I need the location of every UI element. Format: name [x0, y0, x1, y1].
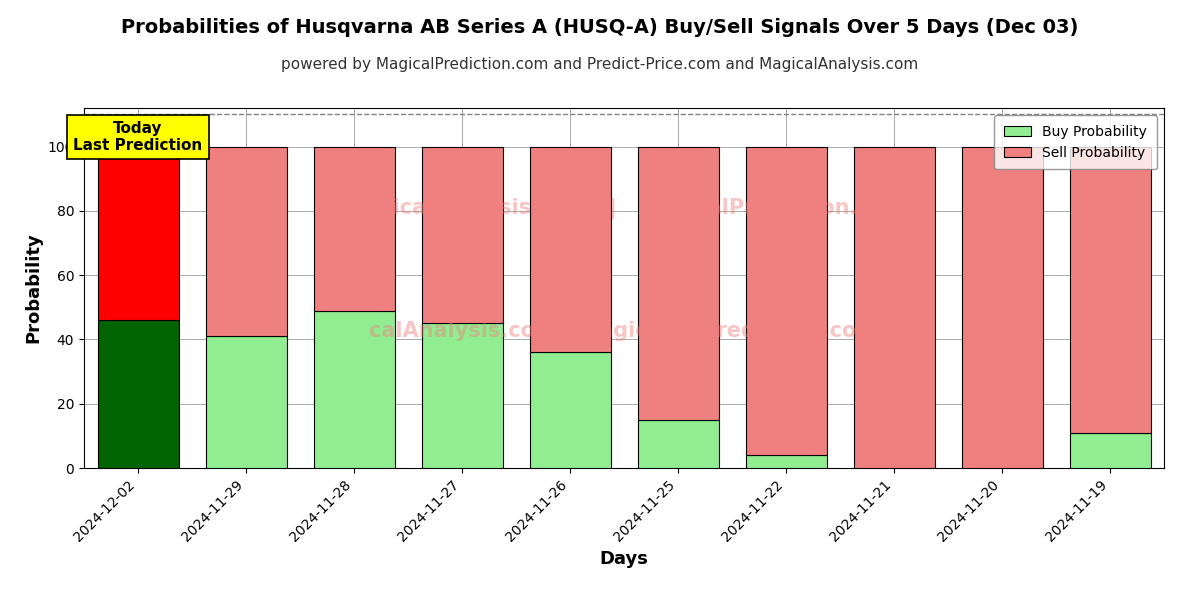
Bar	[529, 146, 611, 352]
Bar	[205, 336, 287, 468]
Y-axis label: Probability: Probability	[24, 233, 42, 343]
Bar	[97, 320, 179, 468]
X-axis label: Days: Days	[600, 550, 648, 568]
Bar	[421, 323, 503, 468]
Bar	[1069, 433, 1151, 468]
Bar	[1069, 146, 1151, 433]
Bar	[421, 146, 503, 323]
Text: Today
Last Prediction: Today Last Prediction	[73, 121, 203, 153]
Bar	[745, 455, 827, 468]
Legend: Buy Probability, Sell Probability: Buy Probability, Sell Probability	[994, 115, 1157, 169]
Text: powered by MagicalPrediction.com and Predict-Price.com and MagicalAnalysis.com: powered by MagicalPrediction.com and Pre…	[281, 57, 919, 72]
Bar	[97, 146, 179, 320]
Text: MagicalAnalysis.com   |   MagicalPrediction.com: MagicalAnalysis.com | MagicalPrediction.…	[342, 198, 906, 220]
Bar	[853, 146, 935, 468]
Text: Probabilities of Husqvarna AB Series A (HUSQ-A) Buy/Sell Signals Over 5 Days (De: Probabilities of Husqvarna AB Series A (…	[121, 18, 1079, 37]
Bar	[961, 146, 1043, 468]
Bar	[205, 146, 287, 336]
Bar	[637, 420, 719, 468]
Bar	[637, 146, 719, 420]
Bar	[529, 352, 611, 468]
Bar	[745, 146, 827, 455]
Bar	[313, 146, 395, 311]
Bar	[313, 311, 395, 468]
Text: calAnalysis.com   Magion   nPrediction.com: calAnalysis.com Magion nPrediction.com	[370, 321, 878, 341]
